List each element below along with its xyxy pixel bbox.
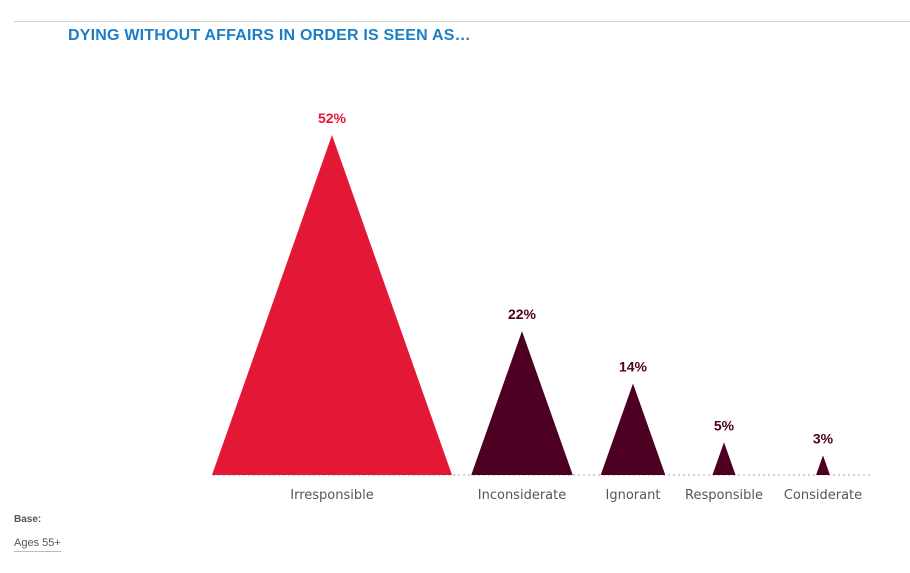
category-label-ignorant: Ignorant bbox=[606, 488, 661, 503]
value-label-ignorant: 14% bbox=[619, 358, 648, 374]
category-label-responsible: Responsible bbox=[685, 488, 763, 503]
triangle-mark-inconsiderate bbox=[471, 331, 573, 475]
chart-marks: 52% Irresponsible 22% Inconsiderate 14% Ignor… bbox=[212, 110, 862, 503]
top-divider bbox=[14, 21, 910, 22]
value-label-irresponsible: 52% bbox=[318, 110, 347, 126]
triangle-mark-ignorant bbox=[600, 383, 666, 475]
triangle-mark-responsible bbox=[712, 442, 736, 475]
triangle-mark-irresponsible bbox=[212, 135, 452, 475]
base-note: Base: Ages 55+ bbox=[14, 514, 61, 552]
value-label-inconsiderate: 22% bbox=[508, 306, 537, 322]
category-label-inconsiderate: Inconsiderate bbox=[478, 488, 566, 503]
category-label-considerate: Considerate bbox=[784, 488, 862, 503]
category-label-irresponsible: Irresponsible bbox=[290, 488, 373, 503]
chart-title: DYING WITHOUT AFFAIRS IN ORDER IS SEEN A… bbox=[68, 27, 471, 44]
value-label-responsible: 5% bbox=[714, 417, 735, 433]
base-heading: Base: bbox=[14, 514, 42, 525]
base-value: Ages 55+ bbox=[14, 537, 61, 552]
triangle-mark-considerate bbox=[816, 455, 830, 475]
value-label-considerate: 3% bbox=[813, 430, 834, 446]
